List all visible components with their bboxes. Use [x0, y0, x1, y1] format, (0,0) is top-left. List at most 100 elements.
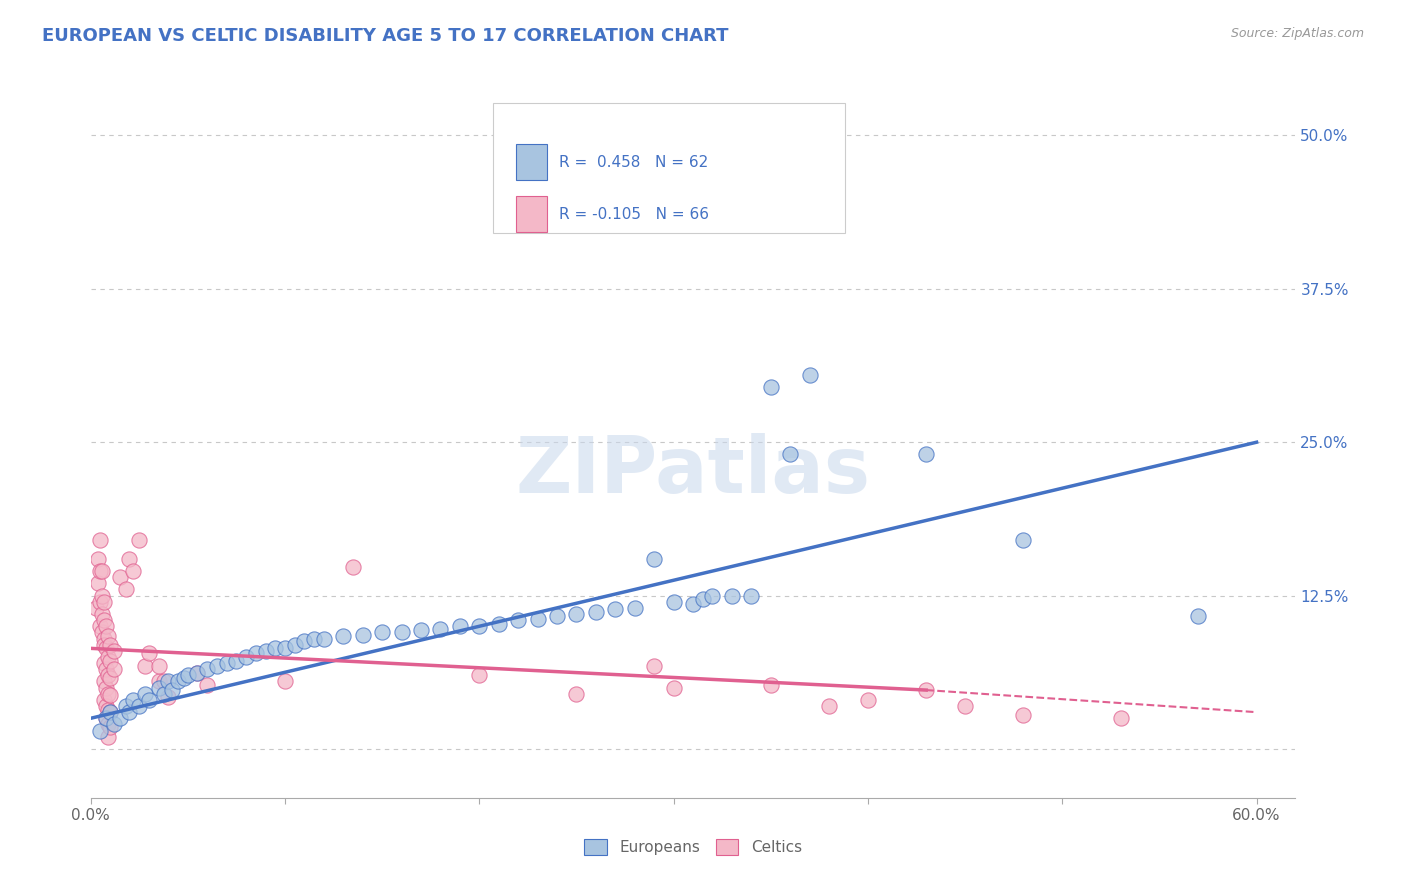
Point — [98, 671, 121, 685]
Point — [122, 693, 145, 707]
Point — [759, 380, 782, 394]
Point — [284, 638, 307, 652]
Point — [128, 533, 150, 548]
Point — [87, 551, 110, 566]
Point — [89, 595, 111, 609]
Point — [264, 641, 287, 656]
Text: Source: ZipAtlas.com: Source: ZipAtlas.com — [1230, 27, 1364, 40]
Point — [508, 613, 530, 627]
Point — [98, 705, 121, 719]
Point — [565, 607, 588, 621]
Point — [97, 668, 120, 682]
Point — [292, 634, 315, 648]
Legend: Europeans, Celtics: Europeans, Celtics — [578, 833, 808, 862]
Point — [565, 687, 588, 701]
Point — [89, 533, 111, 548]
Point — [103, 717, 125, 731]
Point — [96, 711, 118, 725]
Point — [98, 705, 121, 719]
Point — [245, 646, 267, 660]
Point — [148, 681, 170, 695]
Point — [391, 625, 413, 640]
Point — [91, 607, 114, 621]
Point — [352, 628, 374, 642]
Point — [128, 699, 150, 714]
Point — [114, 582, 136, 597]
Point — [215, 656, 238, 670]
Point — [98, 688, 121, 702]
Point — [643, 658, 665, 673]
Point — [93, 638, 115, 652]
Point — [96, 711, 118, 725]
Point — [1109, 711, 1132, 725]
Point — [108, 570, 131, 584]
Point — [856, 693, 879, 707]
Point — [89, 619, 111, 633]
Point — [623, 600, 645, 615]
Point — [134, 687, 156, 701]
Point — [103, 662, 125, 676]
Point — [153, 674, 176, 689]
Point — [302, 632, 325, 646]
Point — [153, 687, 176, 701]
Point — [98, 654, 121, 668]
Point — [195, 662, 218, 676]
Point — [759, 678, 782, 692]
Point — [468, 668, 491, 682]
Point — [799, 368, 821, 382]
Point — [740, 589, 762, 603]
Point — [235, 649, 257, 664]
Point — [97, 649, 120, 664]
Point — [118, 551, 141, 566]
Point — [721, 589, 744, 603]
Point — [818, 699, 841, 714]
Point — [91, 589, 114, 603]
Point — [643, 551, 665, 566]
Point — [96, 619, 118, 633]
Point — [177, 668, 200, 682]
Point — [108, 711, 131, 725]
Point — [205, 658, 228, 673]
Point — [915, 448, 938, 462]
Point — [195, 678, 218, 692]
Point — [779, 448, 801, 462]
Point — [98, 638, 121, 652]
Text: EUROPEAN VS CELTIC DISABILITY AGE 5 TO 17 CORRELATION CHART: EUROPEAN VS CELTIC DISABILITY AGE 5 TO 1… — [42, 27, 728, 45]
Point — [97, 687, 120, 701]
Point — [96, 641, 118, 656]
Point — [1012, 533, 1035, 548]
Point — [953, 699, 976, 714]
Point — [87, 576, 110, 591]
Point — [148, 674, 170, 689]
Point — [93, 656, 115, 670]
Point — [1187, 609, 1209, 624]
Point — [89, 723, 111, 738]
Point — [409, 623, 432, 637]
Point — [86, 600, 108, 615]
Point — [97, 629, 120, 643]
Point — [225, 654, 247, 668]
Point — [546, 609, 568, 624]
Point — [93, 595, 115, 609]
Point — [93, 693, 115, 707]
Point — [157, 690, 180, 705]
Point — [118, 705, 141, 719]
Point — [662, 681, 685, 695]
Point — [662, 595, 685, 609]
Point — [915, 683, 938, 698]
Point — [91, 564, 114, 578]
Text: R =  0.458   N = 62: R = 0.458 N = 62 — [560, 154, 709, 169]
Point — [488, 616, 510, 631]
Point — [342, 560, 364, 574]
Point — [274, 674, 297, 689]
Point — [585, 605, 607, 619]
Point — [93, 613, 115, 627]
Point — [103, 644, 125, 658]
Point — [254, 644, 277, 658]
Point — [449, 619, 471, 633]
Point — [173, 671, 195, 685]
Point — [1012, 707, 1035, 722]
Point — [702, 589, 724, 603]
Point — [682, 597, 704, 611]
Point — [371, 625, 394, 640]
